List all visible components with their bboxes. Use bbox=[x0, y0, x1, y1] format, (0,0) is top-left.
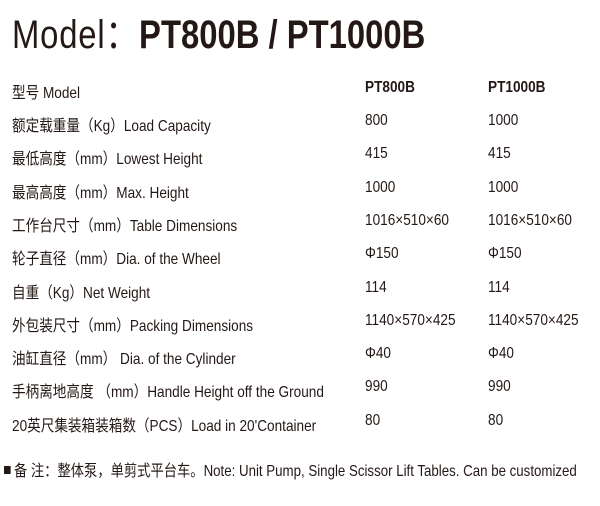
cell-pt1000b-value: 114 bbox=[488, 278, 510, 296]
table-row: 20英尺集装箱装箱数（PCS）Load in 20'Container 80 80 bbox=[0, 412, 600, 436]
cell-label: 外包装尺寸（mm）Packing Dimensions bbox=[12, 317, 254, 335]
table-row: 轮子直径（mm）Dia. of the Wheel Φ150 Φ150 bbox=[0, 245, 600, 269]
cell-pt1000b-value: 1016×510×60 bbox=[488, 211, 572, 229]
cell-label: 手柄离地高度 （mm）Handle Height off the Ground bbox=[12, 384, 324, 402]
cell-label: 油缸直径（mm） Dia. of the Cylinder bbox=[12, 351, 236, 369]
cell-pt1000b-value: 1000 bbox=[488, 178, 519, 196]
table-row: 最低高度（mm）Lowest Height 415 415 bbox=[0, 145, 600, 169]
cell-pt800b-value: 800 bbox=[365, 112, 388, 129]
cell-pt1000b-value: 990 bbox=[488, 378, 511, 396]
table-header: 型号 Model PT800B PT1000B bbox=[0, 79, 600, 103]
table-row: 外包装尺寸（mm）Packing Dimensions 1140×570×425 1… bbox=[0, 312, 600, 336]
cell-pt1000b-value: 1140×570×425 bbox=[488, 311, 579, 329]
note-text: 备 注：整体泵，单剪式平台车。Note: Unit Pump, Single S… bbox=[13, 463, 577, 480]
cell-label: 额定载重量（Kg）Load Capacity bbox=[12, 118, 211, 135]
title-prefix: Model： bbox=[12, 13, 140, 57]
header-pt800b: PT800B bbox=[365, 79, 415, 96]
cell-pt1000b-value: 415 bbox=[488, 145, 511, 163]
cell-label: 工作台尺寸（mm）Table Dimensions bbox=[12, 217, 238, 235]
cell-pt1000b-value: 1000 bbox=[488, 112, 519, 129]
cell-pt800b-value: Φ40 bbox=[365, 345, 391, 363]
cell-pt800b-value: 415 bbox=[365, 145, 388, 163]
footnote: 备 注：整体泵，单剪式平台车。Note: Unit Pump, Single S… bbox=[4, 457, 577, 481]
cell-pt800b-value: 990 bbox=[365, 378, 388, 396]
cell-pt800b-value: 1000 bbox=[365, 178, 396, 196]
cell-label: 20英尺集装箱装箱数（PCS）Load in 20'Container bbox=[12, 417, 317, 435]
table-row: 额定载重量（Kg）Load Capacity 800 1000 bbox=[0, 112, 600, 136]
cell-pt800b-value: 80 bbox=[365, 411, 381, 429]
cell-pt800b-value: 1016×510×60 bbox=[365, 211, 449, 229]
cell-label: 轮子直径（mm）Dia. of the Wheel bbox=[12, 251, 221, 269]
cell-pt800b-value: Φ150 bbox=[365, 245, 399, 263]
table-row: 工作台尺寸（mm）Table Dimensions 1016×510×60 1016… bbox=[0, 212, 600, 236]
table-row: 自重（Kg）Net Weight 114 114 bbox=[0, 279, 600, 303]
cell-pt800b-value: 114 bbox=[365, 278, 387, 296]
header-label: 型号 Model bbox=[12, 85, 81, 102]
cell-label: 自重（Kg）Net Weight bbox=[12, 284, 151, 302]
cell-pt1000b-value: 80 bbox=[488, 411, 504, 429]
table-row: 最高高度（mm）Max. Height 1000 1000 bbox=[0, 179, 600, 203]
cell-label: 最高高度（mm）Max. Height bbox=[12, 184, 189, 202]
cell-pt1000b-value: Φ40 bbox=[488, 345, 514, 363]
table-row: 油缸直径（mm） Dia. of the Cylinder Φ40 Φ40 bbox=[0, 345, 600, 369]
bullet-square-icon bbox=[4, 466, 11, 474]
table-row: 手柄离地高度 （mm）Handle Height off the Ground 9… bbox=[0, 378, 600, 402]
title-models: PT800B / PT1000B bbox=[139, 13, 426, 57]
cell-pt800b-value: 1140×570×425 bbox=[365, 311, 456, 329]
header-pt1000b: PT1000B bbox=[488, 79, 546, 96]
page-title: Model：PT800B / PT1000B bbox=[12, 2, 425, 60]
cell-label: 最低高度（mm）Lowest Height bbox=[12, 151, 203, 169]
cell-pt1000b-value: Φ150 bbox=[488, 245, 522, 263]
